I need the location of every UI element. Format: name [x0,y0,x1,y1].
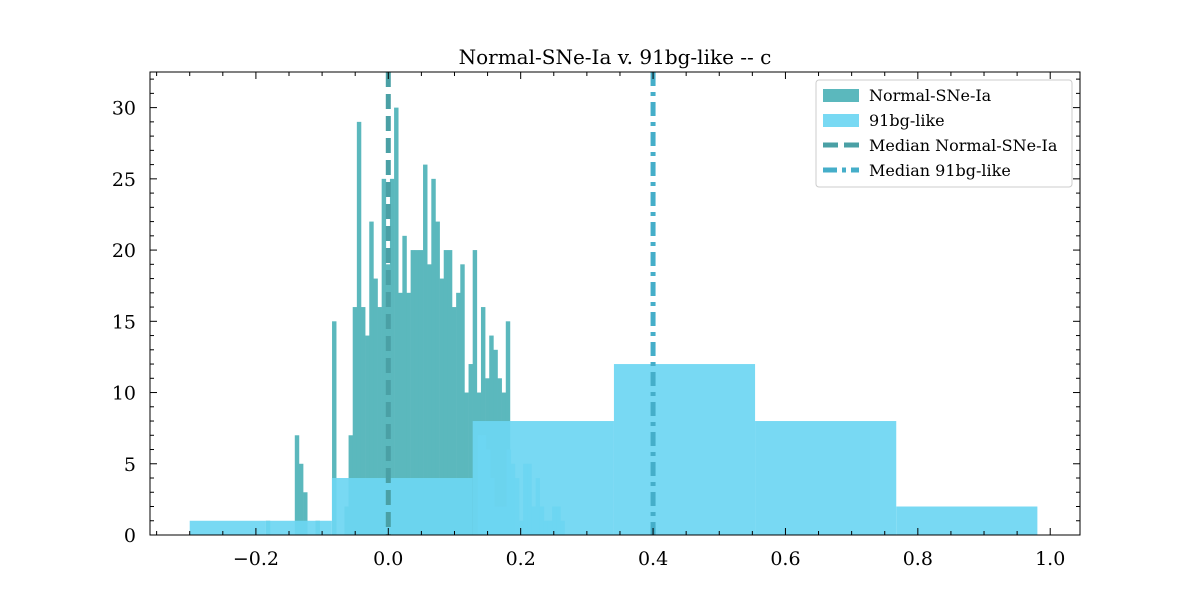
normal-snia-bar-42 [439,278,445,535]
x-tick-label: 1.0 [1035,548,1065,570]
91bg-like-bar-6 [896,506,1038,535]
91bg-like-fine-bar-3 [490,478,495,535]
normal-snia-bar-34 [406,292,411,535]
y-tick-label: 30 [112,98,136,120]
normal-snia-bar-36 [414,250,420,536]
normal-snia-bar-39 [427,264,432,535]
x-tick-label: −0.2 [233,548,279,570]
normal-snia-bar-30 [389,178,395,535]
91bg-like-bar-2 [331,478,473,535]
91bg-like-fine-bar-13 [531,506,536,535]
91bg-like-bar-0 [189,520,266,535]
91bg-like-fine-bar-10 [519,520,524,535]
normal-snia-bar-46 [456,292,461,535]
normal-snia-bar-22 [356,121,362,535]
legend-box [815,79,1073,188]
legend-swatch [823,114,859,127]
normal-snia-bar-33 [402,235,407,536]
y-tick-label: 20 [112,240,136,262]
91bg-like-fine-bar-1 [481,435,487,535]
91bg-like-fine-bar-0 [477,435,483,535]
91bg-like-fine-bar-19 [556,506,561,535]
normal-snia-bar-50 [472,250,478,536]
chart-title: Normal-SNe-Ia v. 91bg-like -- c [459,45,772,69]
91bg-like-bar-5 [755,421,897,535]
91bg-like-bar-1 [265,520,332,535]
plot-frame [149,71,1081,536]
normal-snia-bar-21 [352,307,358,535]
normal-snia-bar-26 [373,278,378,535]
y-tick-label: 15 [112,311,136,333]
91bg-like-fine-bar-14 [535,478,541,535]
91bg-like-fine-bar-5 [498,506,503,535]
91bg-like-fine-bar-20 [560,520,565,535]
normal-snia-bar-28 [381,178,387,535]
normal-snia-bar-32 [398,292,403,535]
normal-snia-bar-37 [418,250,424,536]
91bg-like-fine-bar-8 [510,463,516,535]
x-tick-label: 0.6 [770,548,800,570]
x-tick-label: 0.2 [506,548,536,570]
bars-layer [189,107,1038,536]
legend-label: 91bg-like [869,111,945,130]
91bg-like-fine-bar-7 [506,449,512,535]
y-tick-label: 5 [124,454,136,476]
normal-snia-bar-7 [294,435,300,535]
91bg-like-fine-bar-9 [514,478,520,535]
91bg-like-fine-bar-4 [494,506,499,535]
x-tick-label: 0.4 [638,548,668,570]
normal-snia-bar-43 [443,250,449,536]
91bg-like-bar-4 [613,364,756,535]
normal-snia-bar-35 [410,250,416,536]
91bg-like-fine-bar-15 [539,506,545,535]
median-lines-layer [385,72,656,535]
normal-snia-bar-27 [377,307,382,535]
91bg-like-fine-bar-16 [543,520,549,535]
normal-snia-bar-47 [460,264,465,535]
91bg-like-fine-bar-11 [523,463,528,535]
normal-snia-bar-25 [369,221,374,536]
normal-snia-bar-24 [365,335,370,535]
normal-snia-bar-44 [447,250,453,536]
legend-label: Median Normal-SNe-Ia [869,136,1058,155]
normal-snia-bar-9 [303,492,308,535]
91bg-like-fine-bar-6 [502,506,507,535]
91bg-like-fine-bar-12 [527,463,532,535]
legend-swatch [823,89,859,102]
x-tick-label: 0.8 [903,548,933,570]
91bg-like-fine-bar-2 [485,449,491,535]
normal-snia-bar-29 [385,264,391,535]
y-tick-label: 0 [124,525,136,547]
legend-label: Median 91bg-like [869,161,1011,180]
legend-label: Normal-SNe-Ia [869,86,992,105]
normal-snia-bar-31 [394,107,399,535]
normal-snia-bar-41 [435,221,440,536]
91bg-like-fine-bar-18 [552,506,557,535]
normal-snia-bar-45 [452,307,457,535]
normal-snia-bar-38 [423,164,428,535]
normal-snia-bar-23 [360,307,366,535]
legend: Normal-SNe-Ia 91bg-like Median Normal-SNe-… [815,79,1073,188]
ticks-layer: −0.2 0.0 0.2 0.4 0.6 0.8 1.0 0 5 10 15 20 25 30 [112,72,1080,570]
normal-snia-bar-49 [468,364,473,535]
normal-snia-bar-16 [332,321,337,535]
x-tick-label: 0.0 [373,548,403,570]
y-tick-label: 25 [112,169,136,191]
normal-snia-bar-40 [431,178,436,535]
91bg-like-fine-bar-17 [547,520,553,535]
normal-snia-bar-8 [298,463,304,535]
y-tick-label: 10 [112,383,136,405]
normal-snia-bar-48 [464,392,469,535]
